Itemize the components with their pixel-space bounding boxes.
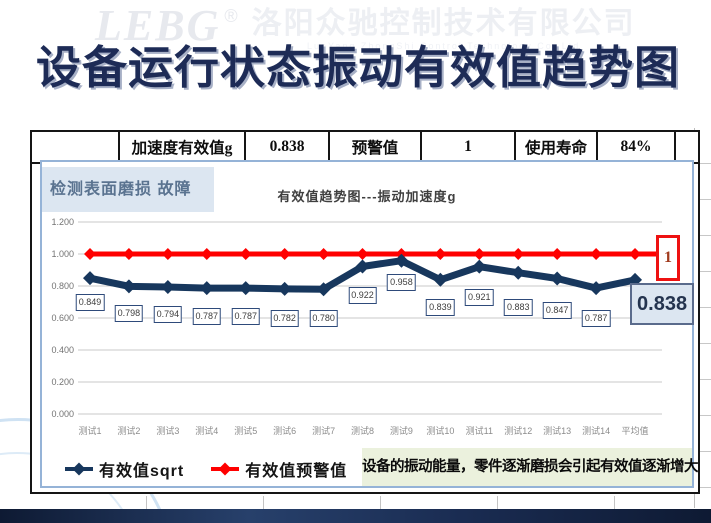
legend-label: 有效值sqrt bbox=[99, 463, 185, 480]
data-label: 0.787 bbox=[231, 308, 260, 326]
warning-marker bbox=[278, 248, 291, 260]
data-label: 0.794 bbox=[153, 305, 183, 323]
effective-value-marker bbox=[160, 279, 175, 294]
warning-marker bbox=[629, 248, 642, 260]
x-tick-label: 测试1 bbox=[78, 425, 101, 436]
effective-value-marker bbox=[277, 281, 292, 296]
warning-marker bbox=[84, 248, 96, 260]
data-label: 0.798 bbox=[114, 305, 144, 323]
data-label: 0.780 bbox=[309, 310, 338, 328]
effective-value-marker bbox=[199, 281, 214, 296]
chart-legend: 有效值sqrt 有效值预警值 bbox=[64, 456, 347, 482]
summary-warning-value: 1 bbox=[420, 132, 514, 162]
effective-value-marker bbox=[433, 272, 448, 287]
effective-value-marker bbox=[238, 281, 253, 296]
x-tick-label: 测试3 bbox=[156, 425, 179, 436]
fault-label: 检测表面磨损 故障 bbox=[42, 167, 214, 212]
data-label: 0.787 bbox=[581, 310, 611, 328]
registered-mark-icon: ® bbox=[224, 6, 238, 26]
warning-marker bbox=[356, 248, 369, 260]
effective-value-marker bbox=[550, 271, 565, 286]
warning-marker bbox=[200, 248, 213, 260]
y-tick-label: 1.000 bbox=[51, 249, 74, 259]
company-name-cn: 洛阳众驰控制技术有限公司 bbox=[251, 7, 636, 40]
bottom-decoration-band bbox=[0, 509, 711, 523]
summary-cell-empty-right bbox=[674, 132, 698, 162]
summary-lifetime-value: 84% bbox=[596, 132, 674, 162]
trend-chart: 0.000 0.200 0.400 0.600 0.800 1.000 1.200 测试1 测试… bbox=[51, 217, 662, 436]
x-tick-label: 测试7 bbox=[312, 425, 335, 436]
summary-lifetime-label: 使用寿命 bbox=[514, 132, 596, 162]
average-value-label: 0.838 bbox=[630, 282, 695, 325]
data-label: 0.782 bbox=[270, 309, 299, 327]
data-label: 0.839 bbox=[426, 298, 455, 316]
y-tick-label: 0.400 bbox=[51, 345, 74, 355]
x-tick-label: 平均值 bbox=[622, 425, 649, 436]
legend-item: 有效值sqrt bbox=[64, 457, 184, 481]
x-tick-label: 测试5 bbox=[234, 425, 257, 436]
warning-marker bbox=[512, 248, 525, 260]
data-label: 0.921 bbox=[465, 288, 494, 306]
spreadsheet-gridlines-bottom bbox=[30, 496, 696, 510]
warning-marker bbox=[239, 248, 252, 260]
note-text: 设备的振动能量，零件逐渐磨损会引起有效值逐渐增大 bbox=[362, 448, 699, 486]
effective-value-marker bbox=[589, 281, 604, 296]
summary-cell-empty bbox=[32, 132, 118, 162]
x-tick-label: 测试6 bbox=[273, 425, 296, 436]
page-title: 设备运行状态振动有效值趋势图 bbox=[36, 43, 681, 93]
x-tick-label: 测试12 bbox=[504, 425, 532, 436]
summary-warning-label: 预警值 bbox=[328, 132, 420, 162]
y-tick-label: 0.000 bbox=[51, 409, 74, 419]
y-tick-label: 0.800 bbox=[51, 281, 74, 291]
summary-acceleration-value: 0.838 bbox=[244, 132, 328, 162]
data-label: 0.883 bbox=[503, 298, 533, 316]
x-tick-label: 测试2 bbox=[117, 425, 140, 436]
effective-value-marker bbox=[83, 271, 97, 286]
company-name-en: LuoYang ZhongShi Control Technology Co.,… bbox=[306, 41, 581, 51]
legend-marker-icon bbox=[65, 462, 93, 476]
effective-value-marker bbox=[355, 259, 370, 274]
effective-value-marker bbox=[121, 279, 136, 294]
x-tick-label: 测试9 bbox=[390, 425, 413, 436]
y-tick-label: 0.200 bbox=[51, 377, 74, 387]
legend-marker-icon bbox=[211, 462, 240, 476]
x-tick-label: 测试8 bbox=[351, 425, 374, 436]
warning-marker bbox=[161, 248, 174, 260]
chart-panel: 0.000 0.200 0.400 0.600 0.800 1.000 1.200 测试1 测试… bbox=[40, 160, 699, 488]
warning-threshold-flag: 1 bbox=[656, 235, 680, 281]
effective-value-marker bbox=[316, 282, 331, 297]
company-watermark: LEBG ® 洛阳众驰控制技术有限公司 LuoYang ZhongShi Con… bbox=[95, 1, 636, 52]
warning-marker bbox=[473, 248, 486, 260]
company-name-block: 洛阳众驰控制技术有限公司 LuoYang ZhongShi Control Te… bbox=[251, 7, 636, 52]
legend-label: 有效值预警值 bbox=[245, 463, 348, 480]
x-tick-label: 测试11 bbox=[466, 425, 493, 436]
effective-value-marker bbox=[511, 265, 526, 280]
data-label: 0.787 bbox=[192, 308, 222, 326]
y-tick-label: 1.200 bbox=[51, 217, 74, 227]
y-tick-label: 0.600 bbox=[51, 313, 74, 323]
effective-value-marker bbox=[394, 253, 409, 268]
warning-marker bbox=[434, 248, 447, 260]
x-tick-label: 测试14 bbox=[582, 425, 610, 436]
summary-acceleration-label: 加速度有效值g bbox=[118, 132, 244, 162]
warning-marker bbox=[122, 248, 135, 260]
data-label: 0.958 bbox=[387, 273, 416, 291]
legend-item: 有效值预警值 bbox=[210, 457, 347, 481]
data-label: 0.922 bbox=[348, 287, 377, 305]
x-tick-label: 测试13 bbox=[543, 425, 571, 436]
warning-marker bbox=[317, 248, 330, 260]
effective-value-marker bbox=[472, 259, 487, 274]
chart-title: 有效值趋势图---振动加速度g bbox=[277, 189, 457, 204]
report-frame: 加速度有效值g 0.838 预警值 1 使用寿命 84% 0.000 0.200 0… bbox=[30, 130, 700, 494]
data-label: 0.849 bbox=[75, 294, 105, 312]
x-tick-label: 测试4 bbox=[195, 425, 218, 436]
warning-marker bbox=[551, 248, 564, 260]
lebg-logo: LEBG bbox=[95, 1, 221, 50]
warning-marker bbox=[590, 248, 603, 260]
x-tick-label: 测试10 bbox=[426, 425, 454, 436]
data-label: 0.847 bbox=[542, 302, 572, 320]
